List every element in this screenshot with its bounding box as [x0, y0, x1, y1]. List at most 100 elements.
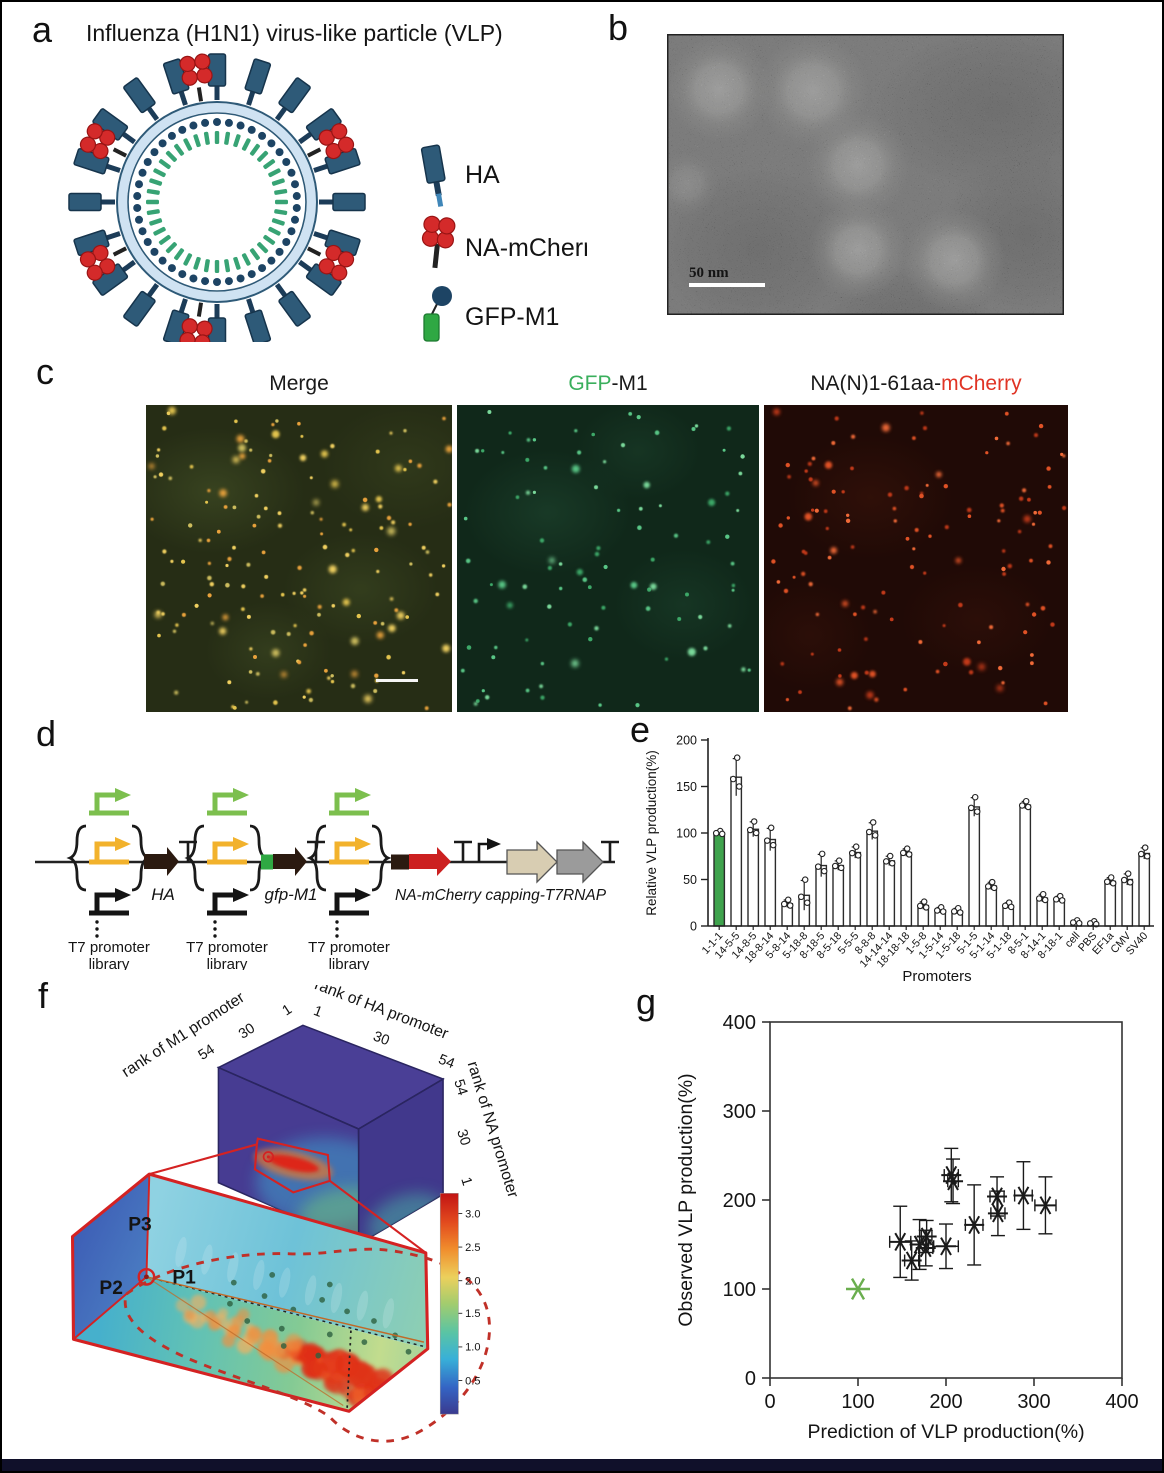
na-tick: 1	[457, 1175, 475, 1187]
panel-a-label: a	[32, 9, 53, 50]
bar-5-1-14	[985, 885, 998, 927]
ha-tick: 1	[311, 1003, 324, 1021]
promoter-arrow-yellow	[329, 837, 371, 862]
data-point-marker	[894, 1232, 907, 1251]
t7-promoter-library-label: library	[89, 956, 130, 970]
gfp-m1-fluorescence-image	[457, 405, 759, 712]
replicate-dot	[852, 843, 860, 850]
replicate-dot	[882, 858, 890, 865]
bar-5-1-5	[968, 806, 981, 927]
replicate-dot	[886, 852, 894, 860]
na-tick: 30	[453, 1127, 473, 1147]
bar-14-8-5	[747, 828, 760, 927]
panel-e-label: e	[630, 709, 651, 750]
ha-spike	[123, 283, 160, 327]
replicate-dot	[746, 826, 754, 834]
na-dark-box	[391, 854, 409, 870]
replicate-dot	[1041, 896, 1049, 904]
terminator-icon	[452, 840, 474, 864]
zoom-connector-line	[149, 1143, 258, 1176]
colorbar-tick: 1.5	[465, 1308, 480, 1320]
replicate-dot	[784, 896, 792, 904]
replicate-dot	[752, 829, 760, 837]
legend-ha-label: HA	[465, 161, 500, 189]
y-tick-label: 150	[676, 780, 697, 794]
panel-d-label: d	[36, 713, 57, 754]
y-axis-title: Observed VLP production(%)	[675, 1073, 697, 1326]
replicate-dot	[801, 876, 809, 883]
promoter-bent-arrow-icon	[477, 842, 489, 862]
replicate-dot	[905, 851, 913, 858]
bar-CMV	[1121, 878, 1134, 927]
replicate-dot	[1137, 850, 1145, 858]
bar-SV40	[1138, 852, 1151, 927]
na-capping-label: NA-mCherry capping-T7RNAP	[395, 887, 607, 904]
y-tick-label: 0	[690, 920, 697, 934]
legend-gfp-label: GFP-M1	[465, 303, 559, 331]
replicate-dot	[1024, 803, 1032, 811]
panel-c-label: c	[36, 351, 54, 392]
column-label-part: mCherry	[941, 372, 1022, 395]
replicate-dot	[750, 818, 758, 825]
replicate-dot	[971, 793, 979, 801]
replicate-dot	[803, 899, 811, 907]
zoom-source-outline	[253, 1137, 331, 1194]
replicate-dot	[869, 819, 877, 826]
replicate-dot	[854, 852, 862, 859]
t7-promoter-library-label: T7 promoter	[308, 939, 390, 956]
bar-18-18-18	[900, 851, 913, 927]
m1-tick: 1	[280, 1002, 295, 1020]
replicate-dot	[733, 754, 741, 761]
y-tick-label: 100	[723, 1279, 756, 1301]
replicate-dot	[865, 828, 873, 836]
prediction-vs-observed-scatter: 0 100 200 300 400 0 100 200 300 400 Prediction of …	[675, 1012, 1139, 1443]
promoter-arrow-green	[89, 788, 131, 813]
data-point-marker	[913, 1235, 926, 1254]
replicate-dot	[1007, 903, 1015, 911]
sample-dots	[227, 1272, 412, 1359]
legend-gfp-icon	[423, 286, 452, 342]
promoter-arrow-yellow	[89, 837, 131, 862]
replicate-dot	[956, 909, 964, 916]
replicate-dot	[763, 837, 771, 844]
ha-gene-arrow	[144, 847, 179, 876]
promoter-arrow-green	[329, 788, 371, 813]
ha-spike	[274, 283, 311, 327]
replicate-dot	[1107, 874, 1115, 881]
replicate-dot	[899, 849, 907, 857]
replicate-dot	[712, 829, 720, 837]
colorbar-tick: 2.5	[465, 1242, 480, 1254]
na-mcherry-gene-arrow	[409, 847, 451, 876]
legend-ha-icon	[420, 144, 446, 207]
t7-promoter-library-label: library	[329, 956, 370, 970]
replicate-dot	[1103, 878, 1111, 885]
y-tick-label: 200	[723, 1190, 756, 1212]
gfp-box	[261, 854, 273, 870]
bar-8-5-18	[832, 864, 845, 927]
replicate-dot	[818, 850, 826, 858]
bar-14-14-14	[883, 860, 896, 927]
replicate-dot	[797, 893, 805, 901]
column-label-part: -M1	[611, 372, 648, 395]
x-tick-label: 100	[841, 1391, 874, 1413]
na-mcherry-fluorescence-image	[764, 405, 1068, 712]
zoomed-3d-box: P1 P2 P3	[70, 1172, 491, 1443]
replicate-dot	[735, 783, 743, 790]
replicate-dot	[871, 832, 879, 839]
replicate-dot	[1018, 802, 1026, 809]
gfp-m1-gene-label: gfp-M1	[265, 885, 318, 904]
replicate-dot	[920, 898, 928, 905]
na-tick: 54	[450, 1078, 470, 1098]
replicate-dot	[1052, 896, 1060, 903]
tem-scale-bar-label: 50 nm	[689, 265, 729, 281]
y-tick-label: 300	[723, 1101, 756, 1123]
x-axis-title: Promoters	[902, 968, 971, 985]
replicate-dot	[1069, 919, 1077, 926]
ha-gene-label: HA	[151, 885, 175, 904]
replicate-dot	[1109, 879, 1117, 887]
ha-spike	[68, 192, 115, 212]
